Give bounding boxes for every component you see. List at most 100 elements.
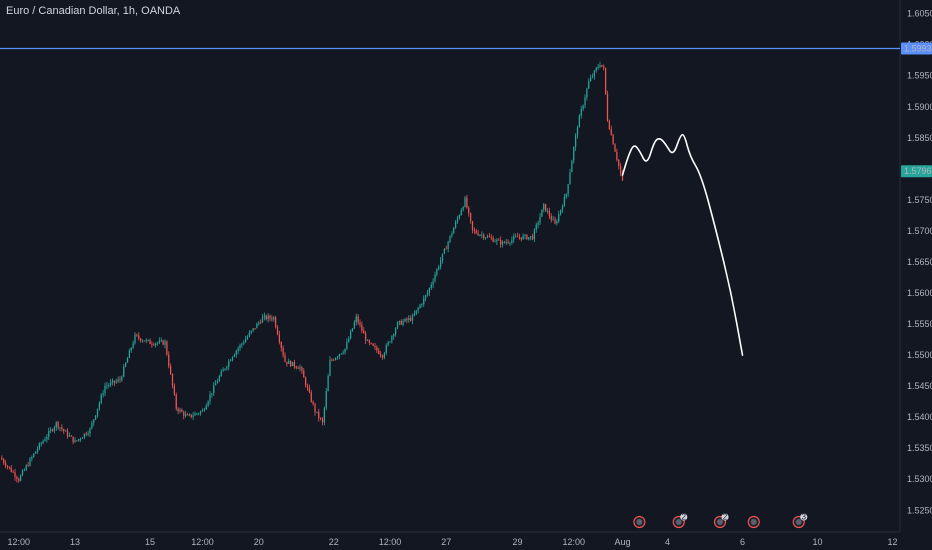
event-count-bubble (721, 513, 729, 521)
candle-body (438, 266, 440, 270)
y-tick-label: 1.55000 (907, 350, 932, 360)
candle-body (516, 236, 519, 238)
candle-body (460, 210, 462, 216)
candle-body (378, 350, 380, 354)
candle-body (304, 377, 307, 386)
candle-body (329, 359, 331, 376)
candle-body (348, 338, 350, 343)
candle-body (117, 379, 119, 382)
candle-body (91, 423, 93, 429)
candle-body (261, 316, 264, 323)
candle-body (571, 160, 573, 173)
candle-body (490, 237, 492, 239)
candle-body (374, 345, 376, 348)
y-tick-label: 1.53000 (907, 474, 932, 484)
candle-body (381, 355, 384, 358)
y-tick-label: 1.56500 (907, 257, 932, 267)
candle-body (402, 321, 404, 325)
candle-body (276, 327, 279, 335)
candle-body (499, 239, 502, 245)
candle-body (351, 328, 354, 332)
candle-body (616, 151, 618, 160)
candle-body (331, 359, 333, 361)
candle-body (181, 409, 183, 412)
candle-body (254, 328, 256, 329)
candle-body (173, 385, 176, 395)
candle-body (211, 393, 213, 395)
candle-body (387, 342, 389, 346)
candle-body (46, 436, 48, 440)
candle-body (3, 459, 5, 464)
candle-body (436, 269, 438, 275)
candle-body (398, 320, 401, 323)
candle-body (1, 457, 3, 460)
candle-body (509, 242, 511, 244)
candle-body (79, 438, 82, 440)
candle-body (265, 315, 267, 320)
candle-body (406, 318, 408, 321)
x-tick-label: 15 (145, 537, 155, 547)
candle-body (162, 340, 164, 345)
candle-body (36, 448, 39, 452)
candle-body (291, 361, 294, 367)
event-badge-flag-icon (717, 519, 723, 525)
candle-body (57, 422, 59, 428)
candle-body (226, 366, 228, 369)
candle-body (610, 129, 612, 135)
candle-body (336, 356, 339, 358)
candle-body (132, 343, 134, 348)
candle-body (124, 362, 127, 367)
projection-drawing[interactable] (621, 133, 744, 356)
candle-body (123, 366, 125, 377)
candle-body (295, 366, 297, 368)
candle-body (203, 409, 206, 411)
candle-body (55, 422, 57, 428)
candle-body (158, 340, 161, 343)
candle-body (147, 339, 149, 341)
candle-body (100, 394, 102, 403)
candle-body (186, 414, 189, 416)
candle-body (569, 172, 571, 185)
candle-body (357, 316, 359, 323)
y-tick-label: 1.59500 (907, 71, 932, 81)
candle-body (310, 392, 312, 402)
candle-body (314, 404, 316, 413)
candle-body (544, 203, 547, 212)
y-tick-label: 1.52500 (907, 505, 932, 515)
candle-body (177, 408, 179, 412)
candle-body (252, 328, 254, 331)
candle-body (565, 193, 567, 197)
candle-body (96, 408, 99, 416)
candle-body (218, 376, 221, 381)
candle-body (209, 394, 211, 402)
candle-body (136, 334, 138, 336)
candle-body (222, 369, 224, 372)
candle-body (556, 221, 558, 224)
candle-body (458, 215, 461, 219)
candle-body (340, 353, 342, 355)
candle-body (522, 235, 524, 240)
candle-body (282, 348, 284, 356)
candle-body (248, 332, 251, 337)
candle-body (263, 315, 266, 317)
candle-body (518, 237, 521, 238)
y-tick-label: 1.53500 (907, 443, 932, 453)
candle-body (241, 343, 243, 345)
candle-body (494, 241, 496, 243)
candle-body (539, 216, 541, 223)
candle-body (614, 144, 616, 152)
candle-body (385, 345, 387, 354)
candle-body (537, 222, 539, 225)
last-price-label-bg (901, 165, 932, 178)
candle-body (318, 411, 320, 419)
candle-body (586, 88, 588, 98)
candle-body (256, 323, 258, 329)
candle-body (141, 340, 144, 342)
candle-body (64, 430, 67, 432)
candle-body (286, 361, 288, 364)
candle-body (394, 328, 397, 335)
candle-body (12, 471, 14, 473)
candle-body (25, 465, 27, 470)
